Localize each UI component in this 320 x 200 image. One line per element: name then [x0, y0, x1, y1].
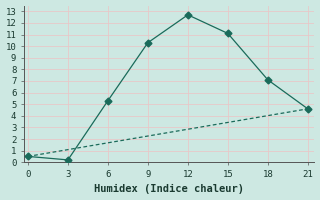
X-axis label: Humidex (Indice chaleur): Humidex (Indice chaleur) — [94, 184, 244, 194]
